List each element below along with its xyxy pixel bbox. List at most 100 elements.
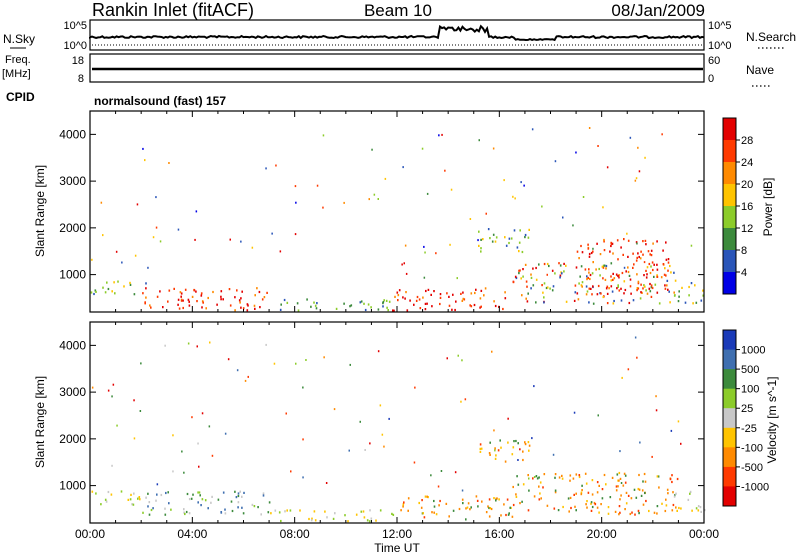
echo-cell [142,147,144,150]
echo-cell [139,498,141,501]
echo-cell [177,303,179,306]
echo-cell [639,257,642,260]
echo-cell [674,494,676,497]
echo-cell [407,497,410,500]
echo-cell [633,488,636,491]
echo-cell [400,509,402,512]
echo-cell [598,267,600,271]
echo-cell [460,400,462,403]
echo-cell [514,275,517,278]
echo-cell [702,289,704,292]
echo-cell [620,299,623,302]
echo-cell [344,514,346,517]
echo-cell [637,509,640,512]
echo-cell [147,492,149,495]
echo-cell [431,511,433,514]
echo-cell [665,274,667,277]
echo-cell [618,471,621,475]
echo-cell [485,212,487,215]
echo-cell [188,512,191,515]
echo-cell [656,475,659,478]
echo-cell [241,506,243,509]
echo-cell [93,292,95,296]
echo-cell [515,276,518,280]
echo-cell [518,241,521,244]
echo-cell [368,520,371,523]
echo-cell [648,262,651,266]
freq-panel: Freq. [MHz] 18 8 60 0 Nave [2,53,774,87]
echo-cell [645,276,648,279]
y-tick-label: 4000 [59,127,86,141]
echo-cell [445,502,448,505]
echo-cell [592,285,594,288]
echo-cell [237,494,240,498]
echo-cell [461,359,463,362]
echo-cell [463,298,466,301]
echo-cell [439,499,441,503]
freq-label: Freq. [5,54,31,66]
echo-cell [104,498,107,501]
echo-cell [413,303,415,306]
colorbar-tick-label: 500 [741,364,759,376]
echo-cell [543,296,545,299]
echo-cell [673,495,676,498]
echo-cell [599,274,601,277]
echo-cell [112,383,115,386]
echo-cell [187,342,190,345]
echo-cell [134,254,137,257]
echo-cell [484,287,487,290]
echo-cell [528,449,530,452]
echo-cell [591,293,593,296]
echo-cell [619,450,621,453]
echo-cell [642,503,645,506]
echo-cell [602,206,604,209]
echo-cell [596,242,598,245]
echo-cell [520,277,522,280]
echo-cell [366,519,369,522]
echo-cell [207,507,209,510]
echo-cell [621,376,623,379]
echo-cell [551,289,554,292]
echo-cell [526,300,529,303]
echo-cell [470,305,473,308]
echo-cell [577,298,580,301]
echo-cell [398,289,401,292]
echo-cell [639,297,642,300]
echo-cell [689,492,691,495]
echo-cell [531,437,533,440]
echo-cell [579,275,581,278]
echo-cell [539,481,542,484]
colorbar-tick-label: 25 [741,403,753,415]
echo-cell [671,474,673,477]
echo-cell [448,304,451,307]
echo-cell [563,262,565,265]
echo-cell [542,291,544,294]
echo-cell [425,289,427,293]
echo-cell [697,505,700,508]
echo-cell [541,284,543,287]
echo-cell [654,283,657,286]
echo-cell [614,510,617,513]
echo-cell [507,417,509,420]
nsky-tick-bottom: 10^0 [63,40,87,52]
echo-cell [234,296,236,299]
echo-cell [369,442,371,445]
echo-cell [525,297,527,300]
echo-cell [186,492,189,496]
echo-cell [650,284,653,287]
echo-cell [160,493,163,497]
echo-cell [588,127,591,129]
echo-cell [111,464,113,467]
echo-cell [611,242,614,245]
echo-cell [617,485,619,488]
echo-cell [267,511,270,514]
echo-cell [364,449,366,451]
colorbar-tick-label: 24 [741,157,753,169]
echo-cell [618,276,620,279]
x-tick-label: 00:00 [75,527,105,541]
echo-cell [313,301,315,304]
echo-cell [644,285,646,288]
echo-cell [107,287,110,291]
echo-cell [424,302,427,305]
echo-cell [676,477,679,481]
